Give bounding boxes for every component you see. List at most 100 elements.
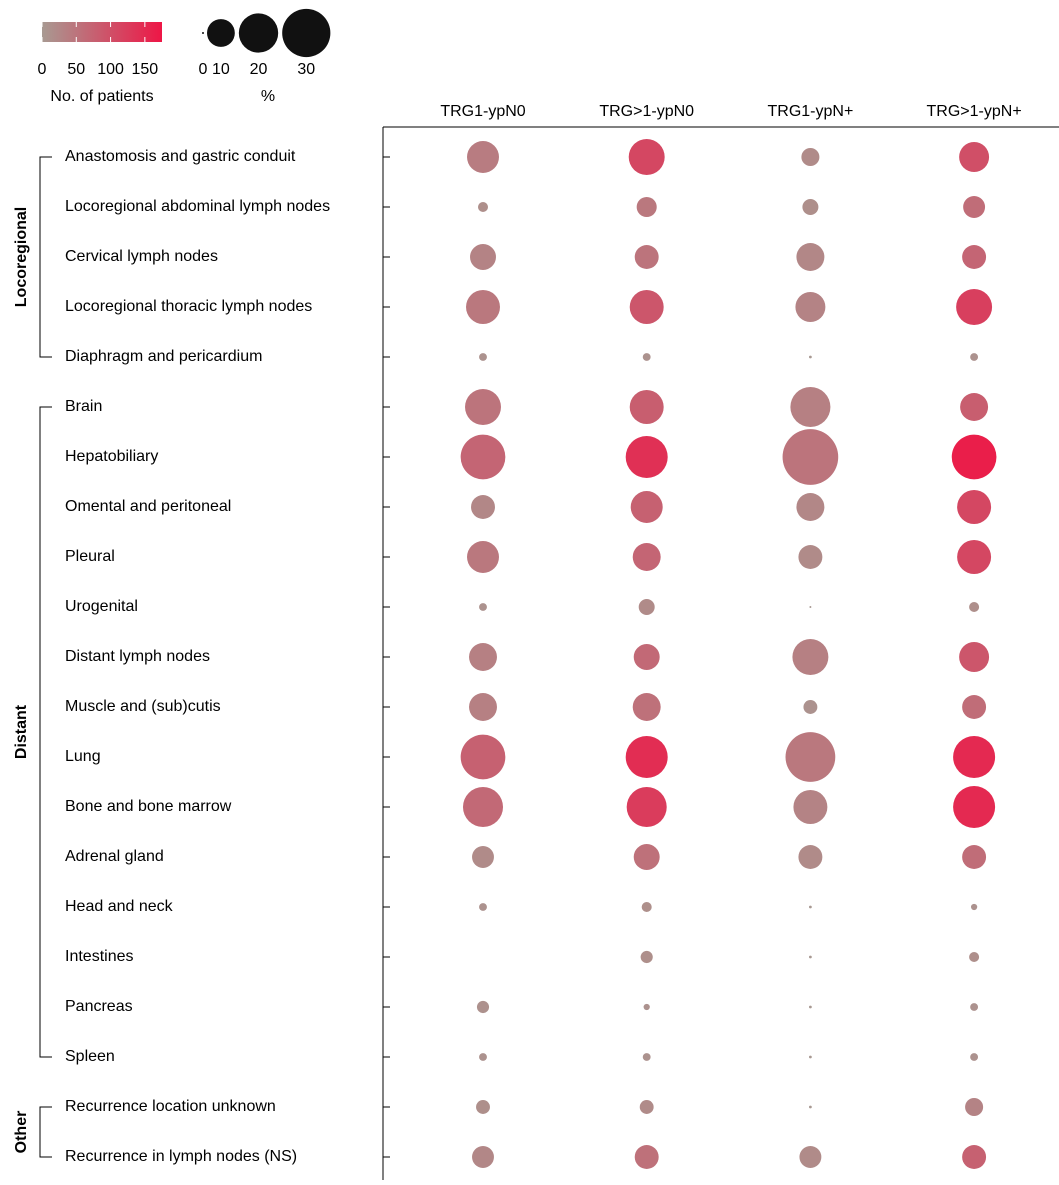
dot [479, 353, 487, 361]
color-legend-label: 0 [38, 61, 47, 78]
size-legend-label: 20 [250, 61, 268, 78]
dot [957, 540, 992, 574]
row-label: Diaphragm and pericardium [65, 348, 262, 365]
color-legend-bar [42, 22, 162, 42]
dot [969, 601, 980, 613]
dot [626, 786, 667, 828]
dot [629, 390, 664, 424]
dot [809, 606, 812, 608]
dot [796, 493, 825, 521]
row-label: Lung [65, 748, 101, 765]
row-label: Anastomosis and gastric conduit [65, 148, 296, 165]
dot [809, 1055, 812, 1059]
row-label: Hepatobiliary [65, 448, 158, 465]
size-legend-dot [202, 32, 204, 34]
row-label: Distant lymph nodes [65, 648, 210, 665]
dot [641, 901, 652, 913]
column-label: TRG1-ypN+ [768, 103, 854, 120]
dot [809, 355, 812, 359]
dot [970, 1053, 979, 1061]
dot [467, 541, 499, 573]
color-legend-label: 150 [132, 61, 159, 78]
dot [798, 845, 823, 869]
dot [465, 389, 501, 425]
dot [630, 491, 663, 523]
column-label: TRG1-ypN0 [440, 103, 525, 120]
size-legend-title: % [261, 88, 275, 105]
dot [462, 786, 504, 828]
dot [643, 1003, 650, 1011]
dot [629, 290, 664, 324]
dot [632, 693, 661, 721]
row-label: Recurrence in lymph nodes (NS) [65, 1148, 297, 1165]
row-label: Spleen [65, 1048, 115, 1065]
dot [472, 846, 494, 868]
size-legend-label: 10 [212, 61, 230, 78]
dot [802, 199, 819, 215]
dot [638, 599, 655, 615]
row-label: Urogenital [65, 598, 138, 615]
dot [962, 245, 987, 269]
dot [636, 196, 657, 218]
color-legend-label: 50 [67, 61, 85, 78]
dot [962, 845, 987, 869]
dot [782, 429, 839, 485]
dot [799, 1146, 822, 1168]
size-legend-dot [282, 8, 331, 58]
row-label: Adrenal gland [65, 848, 164, 865]
dot [809, 1105, 812, 1109]
dot [634, 1145, 659, 1169]
dot [960, 393, 989, 421]
dot [970, 353, 979, 361]
dot [959, 642, 990, 672]
dot [959, 142, 990, 172]
dot [479, 903, 487, 911]
dot [792, 639, 829, 675]
dot [793, 790, 828, 824]
size-legend-dot [238, 13, 279, 53]
dot [640, 950, 653, 964]
dot [639, 1100, 654, 1114]
dot [801, 147, 820, 167]
dot [479, 1053, 487, 1061]
dot [970, 1003, 979, 1011]
row-label: Cervical lymph nodes [65, 248, 218, 265]
row-label: Bone and bone marrow [65, 798, 232, 815]
dot [957, 490, 992, 524]
size-legend-label: 0 [199, 61, 208, 78]
dot [460, 434, 506, 480]
row-label: Brain [65, 398, 102, 415]
dot [963, 196, 986, 218]
dot [632, 543, 661, 571]
dot [628, 139, 665, 175]
dot [477, 201, 489, 213]
dot [965, 1097, 984, 1117]
dot [469, 643, 497, 671]
size-legend-dot [207, 19, 235, 47]
column-label: TRG>1-ypN0 [599, 103, 694, 120]
color-legend-label: 100 [97, 61, 124, 78]
dot [796, 243, 825, 271]
dot [809, 1005, 812, 1009]
row-label: Muscle and (sub)cutis [65, 698, 221, 715]
dot [479, 603, 487, 611]
group-label: Locoregional [13, 207, 30, 307]
dot [642, 353, 651, 361]
group-bracket [39, 1106, 52, 1158]
dot [633, 844, 660, 870]
size-legend-label: 30 [297, 61, 315, 78]
dot [790, 386, 831, 428]
row-label: Recurrence location unknown [65, 1098, 276, 1115]
dot [809, 905, 812, 909]
dot [471, 495, 495, 519]
dot [472, 1146, 494, 1168]
dot [962, 695, 987, 719]
dot [795, 292, 826, 322]
dot [962, 1145, 987, 1169]
group-bracket [39, 156, 52, 358]
dot [951, 434, 997, 480]
row-label: Omental and peritoneal [65, 498, 231, 515]
dot [470, 244, 496, 270]
